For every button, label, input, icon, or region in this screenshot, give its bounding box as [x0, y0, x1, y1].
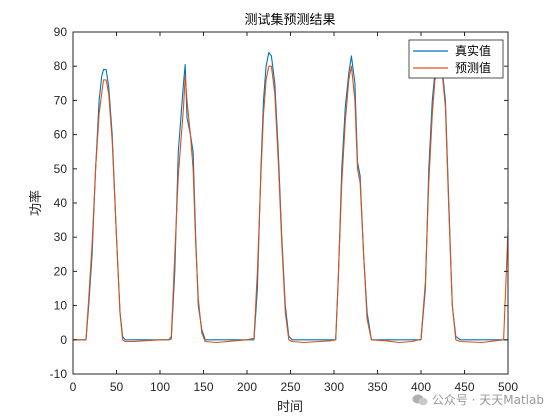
- watermark-text: 公众号 · 天天Matlab: [431, 393, 544, 407]
- y-tick-label: 30: [54, 230, 68, 244]
- x-tick-label: 400: [411, 380, 431, 394]
- series-layer: [73, 51, 509, 344]
- watermark: 公众号 · 天天Matlab: [412, 391, 544, 408]
- x-tick-label: 50: [110, 380, 124, 394]
- y-tick-label: 60: [54, 128, 68, 142]
- chart-title: 测试集预测结果: [244, 12, 335, 28]
- x-tick-label: 0: [70, 380, 77, 394]
- x-tick-label: 300: [324, 380, 344, 394]
- ticks-layer: 0 50 100 150 200 250 300 350 400 450 500-100102030…: [50, 25, 519, 394]
- y-tick-label: -10: [50, 367, 68, 381]
- y-tick-label: 80: [54, 59, 68, 73]
- y-tick-label: 90: [54, 25, 68, 39]
- legend-label-pred: 预测值: [455, 60, 491, 75]
- y-axis-label: 功率: [28, 190, 44, 216]
- legend-box: [408, 39, 504, 79]
- legend-label-true: 真实值: [455, 43, 491, 58]
- y-tick-label: 0: [60, 333, 67, 347]
- x-tick-label: 500: [498, 380, 518, 394]
- y-tick-label: 70: [54, 93, 68, 107]
- legend: 真实值 预测值: [408, 39, 504, 79]
- y-tick-label: 50: [54, 162, 68, 176]
- x-tick-label: 450: [454, 380, 474, 394]
- x-axis-label: 时间: [277, 400, 303, 415]
- series-line-pred: [73, 65, 509, 344]
- wechat-icon: [412, 394, 428, 405]
- y-tick-label: 20: [54, 264, 68, 278]
- x-tick-label: 250: [280, 380, 300, 394]
- plot-area: [73, 32, 508, 374]
- x-tick-label: 100: [150, 380, 170, 394]
- x-tick-label: 150: [193, 380, 213, 394]
- y-tick-label: 10: [54, 299, 68, 313]
- x-tick-label: 350: [367, 380, 387, 394]
- y-tick-label: 40: [54, 196, 68, 210]
- x-tick-label: 200: [237, 380, 257, 394]
